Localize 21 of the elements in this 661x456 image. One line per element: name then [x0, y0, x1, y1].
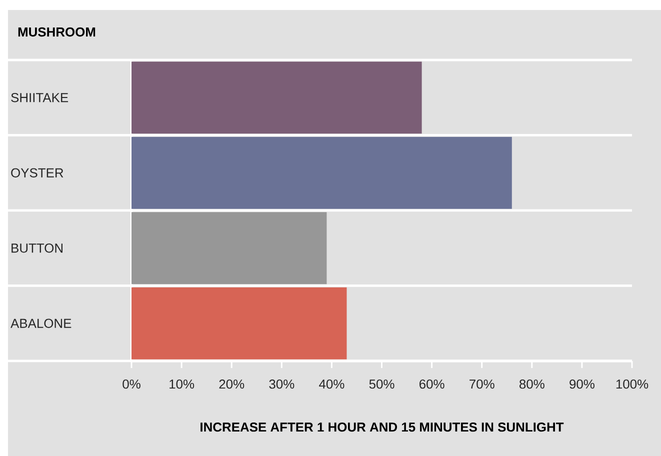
x-tick-label: 30% — [269, 380, 294, 389]
x-tick-label: 10% — [170, 380, 194, 389]
x-tick-label: 90% — [570, 380, 594, 389]
bar — [132, 62, 422, 134]
x-tick-label: 40% — [319, 380, 344, 389]
x-tick-label: 60% — [420, 380, 444, 389]
x-tick-label: 50% — [369, 380, 394, 389]
x-tick-label: 70% — [470, 380, 494, 389]
y-tick-label: OYSTER — [11, 168, 64, 178]
bar — [132, 287, 347, 360]
bar — [132, 212, 327, 284]
x-axis-title: INCREASE AFTER 1 HOUR AND 15 MINUTES IN SUNLIGHT — [200, 422, 564, 432]
x-tick-label: 80% — [520, 380, 544, 389]
x-tick-label: 0% — [122, 380, 140, 389]
y-tick-label: SHIITAKE — [11, 93, 68, 102]
x-tick-label: 100% — [616, 380, 648, 389]
y-axis-title: MUSHROOM — [18, 27, 96, 37]
y-tick-label: BUTTON — [12, 244, 62, 253]
y-tick-label: ABALONE — [10, 318, 72, 328]
bar — [132, 136, 512, 209]
x-tick-label: 20% — [219, 380, 244, 389]
